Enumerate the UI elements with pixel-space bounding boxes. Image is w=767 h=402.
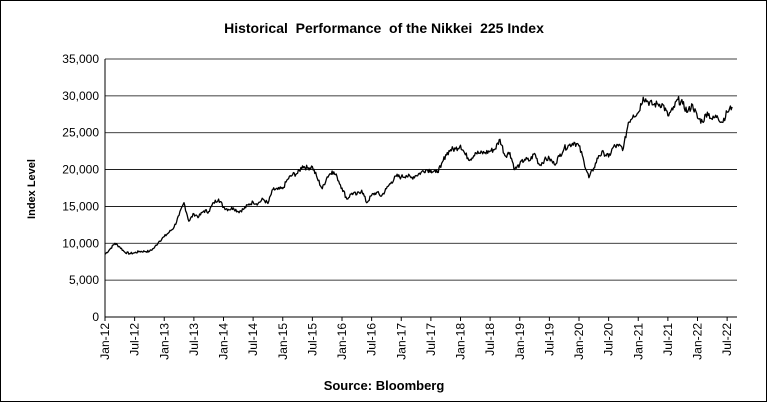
x-tick-label: Jul-15 bbox=[305, 323, 319, 356]
chart-title: Historical Performance of the Nikkei 225… bbox=[224, 20, 544, 36]
x-tick-label: Jan-16 bbox=[335, 323, 349, 360]
x-axis-label: Source: Bloomberg bbox=[324, 378, 445, 393]
x-tick-labels: Jan-12 Jul-12 Jan-13 Jul-13 Jan-14 Jul-14 Jan-… bbox=[98, 317, 734, 360]
y-tick-label: 5,000 bbox=[69, 273, 99, 287]
y-tick-label: 15,000 bbox=[62, 199, 99, 213]
x-tick-label: Jan-17 bbox=[394, 323, 408, 360]
x-tick-label: Jan-21 bbox=[631, 323, 645, 360]
x-tick-label: Jan-14 bbox=[217, 323, 231, 360]
x-tick-label: Jan-15 bbox=[276, 323, 290, 360]
x-tick-label: Jan-19 bbox=[513, 323, 527, 360]
x-tick-label: Jul-13 bbox=[187, 323, 201, 356]
y-tick-label: 30,000 bbox=[62, 89, 99, 103]
series-line bbox=[104, 95, 733, 255]
x-tick-label: Jul-22 bbox=[720, 323, 734, 356]
x-tick-label: Jan-13 bbox=[157, 323, 171, 360]
x-tick-label: Jul-16 bbox=[365, 323, 379, 356]
x-tick-label: Jul-21 bbox=[661, 323, 675, 356]
x-tick-label: Jul-19 bbox=[542, 323, 556, 356]
y-tick-label: 0 bbox=[92, 310, 99, 324]
y-grid bbox=[105, 58, 737, 281]
x-tick-label: Jan-20 bbox=[572, 323, 586, 360]
y-tick-label: 25,000 bbox=[62, 126, 99, 140]
y-tick-label: 10,000 bbox=[62, 236, 99, 250]
y-tick-label: 20,000 bbox=[62, 163, 99, 177]
x-tick-label: Jan-22 bbox=[691, 323, 705, 360]
y-axis-label: Index Level bbox=[26, 159, 38, 219]
x-tick-label: Jul-18 bbox=[483, 323, 497, 356]
x-tick-label: Jul-17 bbox=[424, 323, 438, 356]
plot-area bbox=[104, 59, 737, 318]
x-tick-label: Jan-12 bbox=[98, 323, 112, 360]
x-tick-label: Jul-14 bbox=[246, 323, 260, 356]
x-tick-label: Jul-20 bbox=[602, 323, 616, 356]
x-tick-label: Jul-12 bbox=[128, 323, 142, 356]
y-tick-labels: 0 5,000 10,000 15,000 20,000 25,000 30,000 35,0… bbox=[62, 52, 99, 324]
x-tick-label: Jan-18 bbox=[454, 323, 468, 360]
y-tick-label: 35,000 bbox=[62, 52, 99, 66]
